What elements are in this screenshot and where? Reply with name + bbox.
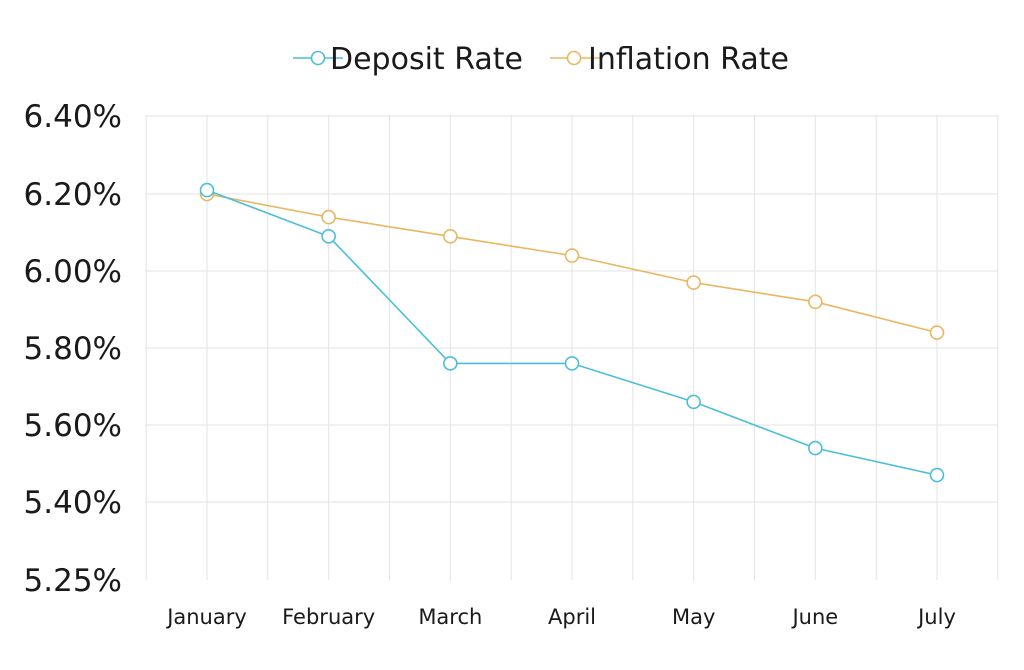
data-point: [808, 440, 823, 456]
x-tick-label: July: [916, 605, 956, 629]
legend: Deposit Rate Inflation Rate: [293, 42, 789, 77]
y-axis: 5.25% 5.40% 5.60% 5.80% 6.00% 6.20% 6.40%: [24, 99, 122, 599]
y-tick-label: 5.25%: [24, 563, 122, 599]
y-tick-label: 5.40%: [24, 485, 122, 521]
series-deposit-rate: [199, 182, 945, 483]
series-layer: [199, 182, 945, 483]
y-tick-label: 5.80%: [24, 331, 122, 367]
x-tick-label: March: [418, 605, 482, 629]
legend-item: Inflation Rate: [550, 42, 789, 77]
data-point: [808, 294, 823, 310]
data-point: [321, 229, 336, 244]
x-tick-label: February: [282, 605, 375, 629]
data-point: [686, 275, 701, 290]
x-tick-label: June: [790, 605, 838, 629]
y-tick-label: 5.60%: [24, 408, 122, 444]
data-point: [564, 356, 580, 371]
x-tick-label: April: [548, 605, 596, 629]
data-point: [443, 356, 458, 371]
data-point: [929, 325, 945, 340]
legend-label: Deposit Rate: [330, 42, 523, 77]
y-tick-label: 6.00%: [24, 254, 122, 290]
data-point: [443, 229, 458, 244]
legend-item: Deposit Rate: [293, 42, 523, 77]
legend-marker: [566, 50, 582, 66]
legend-label: Inflation Rate: [588, 42, 789, 77]
data-point: [564, 248, 580, 263]
y-tick-label: 6.20%: [24, 177, 122, 213]
grid: [145, 115, 999, 580]
y-tick-label: 6.40%: [24, 99, 122, 135]
x-tick-label: January: [165, 605, 247, 629]
data-point: [321, 209, 336, 225]
legend-marker: [310, 50, 326, 66]
data-point: [929, 467, 945, 483]
x-tick-label: May: [672, 605, 715, 629]
data-point: [686, 394, 701, 410]
x-axis: January February March April May June July: [165, 605, 956, 629]
data-point: [199, 182, 215, 198]
